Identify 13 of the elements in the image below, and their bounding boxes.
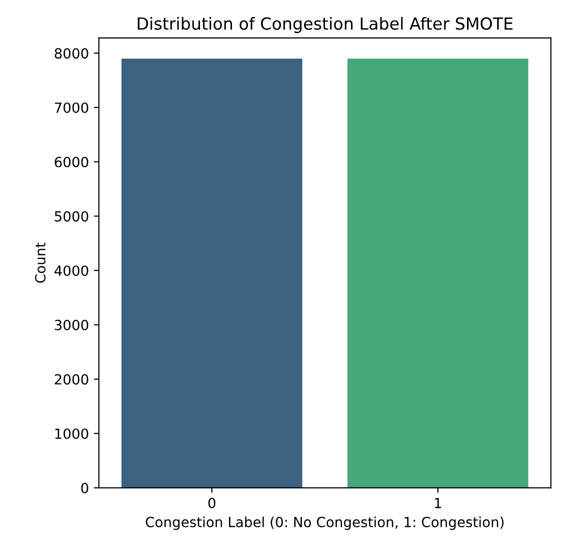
y-tick-label: 7000 bbox=[54, 102, 88, 113]
y-tick-label: 0 bbox=[81, 482, 88, 494]
y-tick-label: 8000 bbox=[54, 48, 88, 59]
chart-title: Distribution of Congestion Label After SMOTE bbox=[138, 16, 513, 34]
y-tick-label: 4000 bbox=[54, 265, 88, 276]
x-axis-title: Congestion Label (0: No Congestion, 1: Congestion) bbox=[146, 516, 504, 530]
y-tick-label: 1000 bbox=[55, 428, 88, 439]
y-tick-label: 5000 bbox=[54, 211, 88, 222]
y-tick-label: 3000 bbox=[54, 320, 88, 330]
y-tick-label: 6000 bbox=[54, 156, 88, 168]
y-tick-label: 2000 bbox=[54, 374, 88, 385]
x-tick-label: 1 bbox=[434, 498, 442, 508]
y-axis-title: Count bbox=[35, 242, 46, 283]
